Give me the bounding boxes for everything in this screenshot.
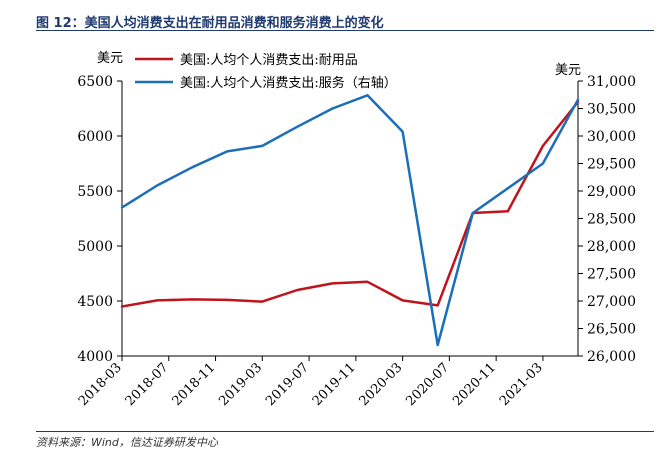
legend-label-services: 美国:人均个人消费支出:服务（右轴） <box>180 75 397 91</box>
figure-title: 图 12：美国人均消费支出在耐用品消费和服务消费上的变化 <box>36 16 384 31</box>
y-left-unit-label: 美元 <box>97 51 123 66</box>
y-right-tick-label: 27,500 <box>587 267 636 283</box>
y-left-tick-label: 6000 <box>77 129 113 145</box>
x-tick-label: 2019-11 <box>310 360 359 409</box>
y-right-tick-label: 29,000 <box>587 184 636 200</box>
y-left-tick-label: 5500 <box>77 184 113 200</box>
x-tick-label: 2018-11 <box>170 360 219 409</box>
x-tick-label: 2018-03 <box>76 360 125 409</box>
y-right-tick-label: 30,500 <box>587 102 636 118</box>
source-note: 资料来源：Wind，信达证券研发中心 <box>36 436 218 449</box>
x-tick-label: 2021-03 <box>497 360 546 409</box>
y-right-unit-label: 美元 <box>555 63 581 78</box>
y-right-tick-label: 30,000 <box>587 129 636 145</box>
y-left-tick-label: 4500 <box>77 294 113 310</box>
y-right-tick-label: 28,000 <box>587 239 636 255</box>
y-left-tick-label: 5000 <box>77 239 113 255</box>
legend-label-durables: 美国:人均个人消费支出:耐用品 <box>180 53 358 68</box>
x-tick-label: 2019-07 <box>263 360 312 409</box>
y-right-tick-label: 27,000 <box>587 294 636 310</box>
axes <box>121 81 579 357</box>
y-right-tick-label: 29,500 <box>587 157 636 173</box>
y-right-tick-label: 26,500 <box>587 322 636 338</box>
x-tick-label: 2020-11 <box>450 360 499 409</box>
legend: 美国:人均个人消费支出:耐用品 美国:人均个人消费支出:服务（右轴） <box>135 53 397 91</box>
x-tick-label: 2020-07 <box>403 360 452 409</box>
x-tick-label: 2019-03 <box>216 360 265 409</box>
footer-rule <box>36 431 654 432</box>
series-line-durables <box>120 100 580 308</box>
y-right-tick-label: 28,500 <box>587 212 636 228</box>
y-left-tick-label: 4000 <box>77 349 113 365</box>
title-rule <box>36 30 654 31</box>
y-left-ticks: 4000 4500 5000 5500 6000 6500 <box>77 74 122 365</box>
y-right-tick-label: 31,000 <box>587 74 636 90</box>
y-right-tick-label: 26,000 <box>587 349 636 365</box>
x-tick-label: 2020-03 <box>357 360 406 409</box>
series-line-services <box>120 94 580 347</box>
series-layer <box>120 94 580 347</box>
x-ticks: 2018-032018-072018-112019-032019-072019-… <box>76 356 546 409</box>
y-right-ticks: 26,000 26,500 27,000 27,500 28,000 28,500 29,0… <box>578 74 636 365</box>
x-tick-label: 2018-07 <box>123 360 172 409</box>
y-left-tick-label: 6500 <box>77 74 113 90</box>
line-chart: 美元 美元 美国:人均个人消费支出:耐用品 美国:人均个人消费支出:服务（右轴）… <box>76 51 636 409</box>
